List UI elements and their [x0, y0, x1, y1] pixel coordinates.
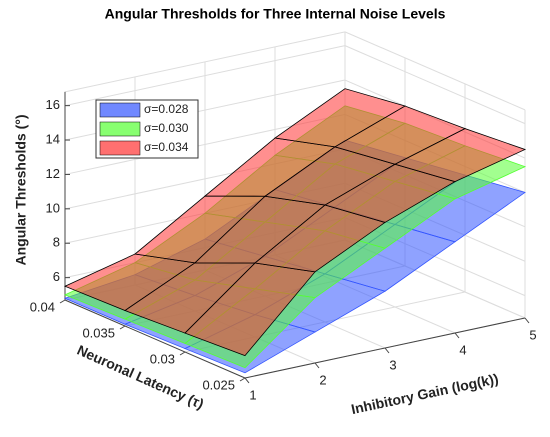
x-tick-label: 3: [389, 357, 396, 372]
legend-label: σ=0.028: [144, 102, 189, 116]
x-tick-label: 4: [459, 342, 466, 357]
z-tick-label: 8: [53, 235, 60, 250]
legend: σ=0.028 σ=0.030 σ=0.034: [95, 99, 199, 159]
axis-edge: [64, 31, 346, 93]
x-tick-label: 1: [249, 387, 256, 402]
legend-label: σ=0.030: [144, 121, 189, 135]
legend-label: σ=0.034: [144, 140, 189, 154]
axis-edge: [344, 31, 526, 111]
y-tick-label: 0.04: [30, 299, 55, 314]
z-axis-label: Angular Thresholds (°): [13, 114, 29, 265]
y-tick-label: 0.025: [202, 377, 235, 392]
surface-cell: [393, 128, 527, 183]
z-tick-label: 10: [46, 200, 60, 215]
y-tick: [119, 325, 126, 330]
x-axis-label: Inhibitory Gain (log(k)): [350, 370, 500, 417]
legend-swatch: [99, 121, 141, 137]
y-tick-label: 0.035: [82, 325, 115, 340]
surface: [63, 88, 527, 357]
x-tick: [244, 377, 250, 384]
z-tick-label: 14: [46, 131, 60, 146]
x-tick: [314, 362, 320, 369]
chart-title: Angular Thresholds for Three Internal No…: [105, 6, 446, 22]
x-tick-label: 5: [529, 327, 536, 342]
y-tick: [239, 377, 246, 382]
y-tick-label: 0.03: [150, 351, 175, 366]
x-tick: [384, 347, 390, 354]
x-tick: [524, 317, 530, 324]
y-tick: [59, 299, 66, 304]
grid-line: [64, 45, 346, 107]
legend-swatch: [99, 140, 141, 156]
z-tick-label: 6: [53, 269, 60, 284]
z-tick-label: 12: [46, 166, 60, 181]
y-axis: [64, 299, 246, 379]
x-tick: [454, 332, 460, 339]
y-tick: [179, 351, 186, 356]
z-tick-label: 16: [46, 97, 60, 112]
legend-swatch: [99, 102, 141, 118]
x-tick-label: 2: [319, 372, 326, 387]
grid-line: [344, 45, 526, 125]
plot: 123450.0250.030.0350.046810121416Inhibit…: [13, 31, 537, 417]
